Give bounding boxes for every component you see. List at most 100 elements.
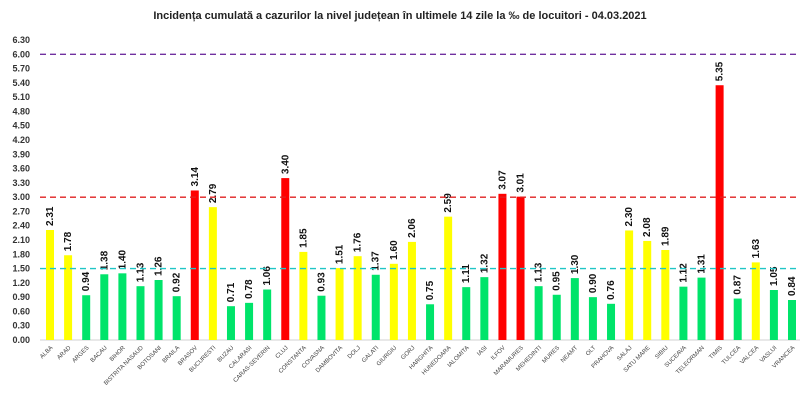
y-tick-label: 3.90 xyxy=(12,149,30,159)
data-label: 2.30 xyxy=(624,207,635,227)
y-tick-label: 0.60 xyxy=(12,306,30,316)
bar-teleorman xyxy=(697,277,706,340)
data-label: 1.32 xyxy=(479,253,490,273)
bar-olt xyxy=(588,297,597,340)
bar-botosani xyxy=(154,280,163,340)
bar-mures xyxy=(552,294,561,340)
data-label: 1.06 xyxy=(262,266,273,286)
y-tick-label: 4.80 xyxy=(12,106,30,116)
x-tick-label: ALBA xyxy=(39,345,54,360)
x-tick-label: CARAS-SEVERIN xyxy=(233,345,272,384)
x-tick-label: NEAMT xyxy=(560,345,579,364)
bar-cluj xyxy=(281,178,290,340)
y-tick-label: 1.20 xyxy=(12,278,30,288)
y-tick-label: 2.40 xyxy=(12,221,30,231)
bar-timis xyxy=(715,85,724,340)
bar-ilfov xyxy=(498,193,507,340)
x-tick-label: IASI xyxy=(476,345,488,357)
data-label: 0.87 xyxy=(733,275,744,295)
y-tick-label: 3.30 xyxy=(12,178,30,188)
x-tick-label: SALAJ xyxy=(616,345,633,362)
bar-bihor xyxy=(118,273,127,340)
bar-dolj xyxy=(353,256,362,340)
data-label: 0.94 xyxy=(81,271,92,291)
bar-iasi xyxy=(480,277,489,340)
bar-bacau xyxy=(100,274,109,340)
data-label: 0.78 xyxy=(244,279,255,299)
bar-buzau xyxy=(226,306,235,340)
bar-dambovita xyxy=(335,268,344,340)
y-tick-label: 2.70 xyxy=(12,206,30,216)
bar-salaj xyxy=(625,230,634,340)
y-tick-label: 6.30 xyxy=(12,35,30,45)
data-label: 3.14 xyxy=(190,167,201,187)
data-label: 2.08 xyxy=(642,217,653,237)
x-tick-label: MURES xyxy=(542,345,562,365)
data-label: 0.95 xyxy=(552,271,563,291)
y-tick-label: 0.00 xyxy=(12,335,30,345)
bar-braila xyxy=(172,296,181,340)
bar-calarasi xyxy=(245,302,254,340)
bar-brasov xyxy=(190,190,199,340)
bar-harghita xyxy=(426,304,435,340)
bar-satu-mare xyxy=(643,240,652,340)
y-tick-label: 3.60 xyxy=(12,164,30,174)
y-tick-label: 5.10 xyxy=(12,92,30,102)
data-label: 0.84 xyxy=(787,276,798,296)
data-label: 0.75 xyxy=(425,280,436,300)
data-label: 5.35 xyxy=(715,61,726,81)
data-label: 1.37 xyxy=(371,251,382,271)
data-label: 1.05 xyxy=(769,266,780,286)
data-label: 0.93 xyxy=(316,272,327,292)
data-label: 1.13 xyxy=(135,262,146,282)
data-label: 1.13 xyxy=(534,262,545,282)
y-tick-label: 4.20 xyxy=(12,135,30,145)
y-tick-label: 4.50 xyxy=(12,121,30,131)
data-label: 0.90 xyxy=(588,273,599,293)
data-label: 2.79 xyxy=(208,183,219,203)
bar-caras-severin xyxy=(263,289,272,340)
bar-giurgiu xyxy=(389,263,398,340)
data-label: 1.76 xyxy=(353,232,364,252)
y-tick-label: 3.00 xyxy=(12,192,30,202)
x-tick-label: BACAU xyxy=(90,345,109,364)
x-tick-label: TULCEA xyxy=(721,345,742,366)
x-tick-label: TIMIS xyxy=(708,345,724,361)
data-label: 2.31 xyxy=(45,206,56,226)
data-label: 1.63 xyxy=(751,238,762,258)
data-label: 1.78 xyxy=(63,231,74,251)
bar-bistrita-nasaud xyxy=(136,286,145,340)
data-label: 1.51 xyxy=(335,244,346,264)
y-tick-label: 2.10 xyxy=(12,235,30,245)
x-tick-label: ARAD xyxy=(56,345,73,362)
data-label: 1.31 xyxy=(697,254,708,274)
y-tick-label: 0.90 xyxy=(12,292,30,302)
bar-covasna xyxy=(317,295,326,340)
data-label: 3.40 xyxy=(280,154,291,174)
data-label: 3.07 xyxy=(497,170,508,190)
data-label: 0.71 xyxy=(226,282,237,302)
x-tick-label: OLT xyxy=(585,345,597,357)
bar-alba xyxy=(46,230,54,340)
bar-arad xyxy=(64,255,73,340)
bar-suceava xyxy=(679,286,688,340)
bar-galati xyxy=(371,274,380,340)
x-tick-label: SIBIU xyxy=(654,345,669,360)
y-tick-label: 6.00 xyxy=(12,49,30,59)
x-tick-label: GORJ xyxy=(400,345,416,361)
data-label: 1.11 xyxy=(461,264,472,283)
chart-title: Incidența cumulată a cazurilor la nivel … xyxy=(153,10,647,22)
data-label: 3.01 xyxy=(516,173,527,193)
data-label: 1.12 xyxy=(678,263,689,283)
bar-vaslui xyxy=(769,290,778,340)
bar-hunedoara xyxy=(444,216,453,340)
bar-sibiu xyxy=(661,250,670,340)
bar-constanta xyxy=(299,251,308,340)
x-tick-label: DOLJ xyxy=(347,345,362,360)
data-label: 1.40 xyxy=(117,249,128,269)
y-tick-label: 5.70 xyxy=(12,64,30,74)
data-label: 1.26 xyxy=(154,256,165,276)
bar-arges xyxy=(82,295,91,340)
